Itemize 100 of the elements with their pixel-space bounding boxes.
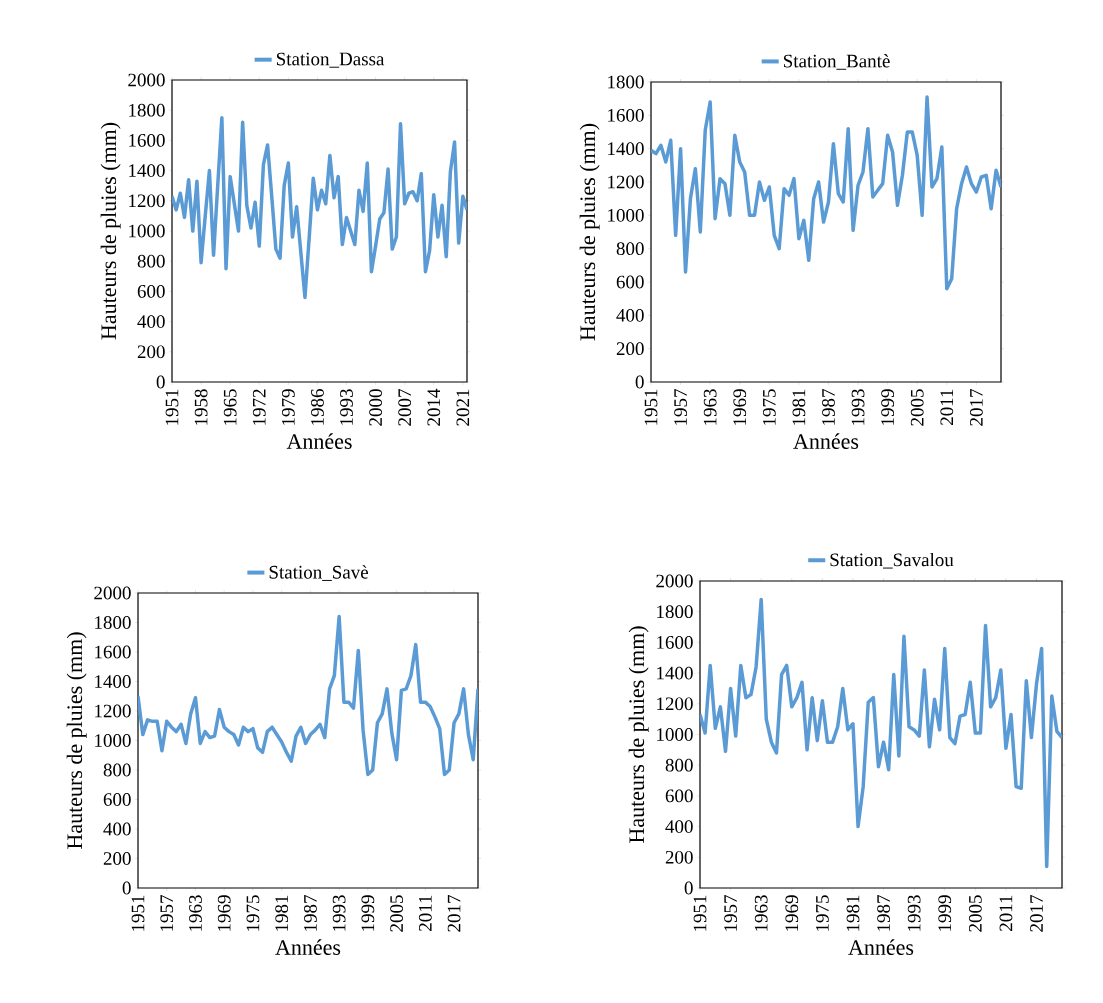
x-tick-label: 1965 <box>223 389 237 425</box>
y-tick-label: 1800 <box>129 103 165 117</box>
x-tick-label: 1957 <box>674 389 687 425</box>
y-tick-label: 400 <box>665 820 693 833</box>
y-tick-label: 0 <box>156 375 165 389</box>
x-tick-label: 1957 <box>724 895 737 931</box>
y-tick-label: 800 <box>665 758 693 772</box>
legend-label: Station_Bantè <box>783 54 890 70</box>
y-tick-label: 400 <box>103 822 131 836</box>
y-tick-label: 1800 <box>95 616 131 629</box>
y-tick-label: 2000 <box>94 586 131 600</box>
line-series <box>700 597 1063 869</box>
y-tick-label: 400 <box>137 315 165 328</box>
y-tick-label: 600 <box>137 284 165 298</box>
y-tick-label: 2000 <box>128 73 165 87</box>
line-series <box>651 95 1001 291</box>
x-tick-label: 1975 <box>246 895 260 931</box>
y-tick-label: 1600 <box>129 133 165 147</box>
x-tick-label: 1993 <box>907 895 921 931</box>
y-tick-label: 1600 <box>657 635 693 649</box>
x-tick-label: 1975 <box>815 895 829 931</box>
x-tick-label: 2014 <box>427 388 441 426</box>
y-tick-label: 1200 <box>129 194 165 208</box>
y-tick-label: 1400 <box>608 142 644 156</box>
y-tick-label: 600 <box>616 275 644 289</box>
y-tick-label: 1400 <box>95 675 131 688</box>
x-tick-label: 1969 <box>733 389 747 425</box>
y-tick-label: 600 <box>665 789 693 803</box>
x-tick-label: 2000 <box>369 389 383 426</box>
x-tick-label: 2005 <box>910 389 924 426</box>
y-axis-title: Hauteurs de pluies (mm) <box>100 122 121 340</box>
y-tick-label: 1200 <box>95 704 131 718</box>
y-tick-label: 800 <box>103 763 131 777</box>
x-tick-label: 2017 <box>969 389 983 426</box>
y-axis-title: Hauteurs de pluies (mm) <box>628 626 649 843</box>
x-axis-title: Années <box>286 433 352 449</box>
x-tick-label: 1993 <box>332 895 346 931</box>
x-tick-label: 1986 <box>311 389 324 425</box>
y-tick-label: 1600 <box>95 645 131 659</box>
x-tick-label: 1963 <box>754 895 768 931</box>
x-tick-label: 1963 <box>189 895 202 931</box>
x-tick-label: 1951 <box>693 895 707 931</box>
x-tick-label: 1969 <box>785 895 799 931</box>
y-tick-label: 400 <box>616 308 644 322</box>
x-tick-label: 1993 <box>340 389 353 425</box>
x-tick-label: 1958 <box>194 389 208 425</box>
y-tick-label: 0 <box>684 881 693 895</box>
y-tick-label: 1000 <box>95 734 131 747</box>
y-tick-label: 1000 <box>129 224 165 238</box>
x-tick-label: 2017 <box>1030 895 1043 932</box>
y-tick-label: 0 <box>635 375 644 389</box>
y-tick-label: 1000 <box>608 208 644 222</box>
y-tick-label: 2000 <box>656 574 693 588</box>
x-tick-label: 1951 <box>644 389 658 425</box>
x-tick-label: 1979 <box>281 389 295 425</box>
legend-label: Station_Dassa <box>276 52 385 68</box>
x-tick-label: 2005 <box>968 895 982 932</box>
x-tick-label: 2011 <box>418 895 432 931</box>
y-axis-title: Hauteurs de pluies (mm) <box>579 123 600 341</box>
y-tick-label: 600 <box>103 793 131 806</box>
y-tick-label: 200 <box>103 852 131 865</box>
x-tick-label: 1999 <box>938 895 952 931</box>
x-tick-label: 2007 <box>398 389 412 426</box>
x-tick-label: 1981 <box>846 895 860 931</box>
y-tick-label: 1600 <box>608 108 644 122</box>
y-tick-label: 1400 <box>129 164 165 177</box>
x-tick-label: 1993 <box>851 389 865 425</box>
x-tick-label: 1999 <box>881 389 895 425</box>
y-tick-label: 800 <box>137 254 165 268</box>
x-tick-label: 1987 <box>877 895 890 931</box>
x-tick-label: 1951 <box>131 895 145 931</box>
y-tick-label: 200 <box>137 345 165 359</box>
x-axis-title: Années <box>275 939 341 955</box>
x-tick-label: 1963 <box>703 389 717 425</box>
x-axis-title: Années <box>848 939 914 955</box>
x-tick-label: 1951 <box>165 389 179 425</box>
legend-label: Station_Savè <box>269 565 369 581</box>
y-tick-label: 200 <box>616 342 644 356</box>
x-tick-label: 1972 <box>252 389 266 425</box>
x-tick-label: 1969 <box>217 895 231 931</box>
x-tick-label: 2011 <box>940 389 954 425</box>
x-tick-label: 1987 <box>822 389 835 425</box>
y-tick-label: 1000 <box>657 728 693 741</box>
y-tick-label: 1400 <box>657 666 693 680</box>
legend-label: Station_Savalou <box>830 552 954 569</box>
x-tick-label: 2021 <box>456 389 470 426</box>
x-tick-label: 1999 <box>361 895 375 931</box>
y-tick-label: 800 <box>616 242 644 256</box>
x-tick-label: 1957 <box>160 895 174 931</box>
x-axis-title: Années <box>793 433 859 449</box>
x-tick-label: 1981 <box>275 895 289 931</box>
x-tick-label: 1981 <box>792 389 806 425</box>
y-tick-label: 200 <box>665 850 693 864</box>
y-tick-label: 1800 <box>608 75 644 89</box>
x-tick-label: 1975 <box>762 389 776 425</box>
x-tick-label: 2005 <box>390 895 404 932</box>
y-tick-label: 0 <box>122 881 131 895</box>
y-tick-label: 1200 <box>657 697 693 711</box>
x-tick-label: 1987 <box>304 895 317 931</box>
y-axis-title: Hauteurs de pluies (mm) <box>66 632 87 849</box>
